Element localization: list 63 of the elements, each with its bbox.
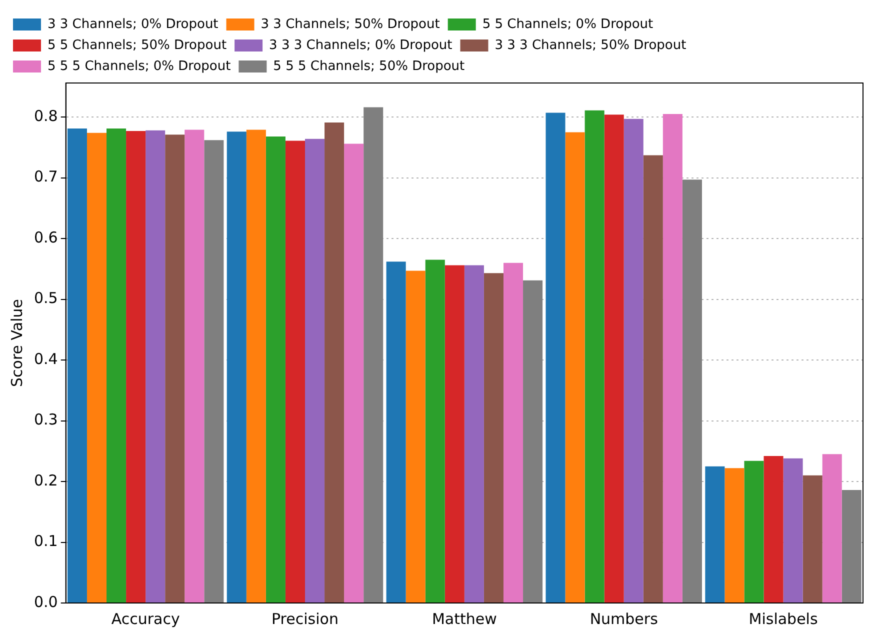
bar [266, 136, 286, 602]
bar [146, 130, 166, 602]
bar [724, 468, 744, 602]
bar [86, 132, 107, 602]
bar [184, 130, 204, 602]
bar [503, 262, 524, 602]
x-tick-label: Precision [272, 610, 338, 628]
y-tick-label: 0.7 [34, 168, 58, 186]
y-tick-label: 0.3 [34, 410, 58, 429]
bar [523, 280, 543, 602]
bar [285, 140, 305, 602]
bar [744, 460, 764, 602]
bar [643, 155, 663, 602]
bar [682, 180, 702, 602]
bar [204, 140, 224, 602]
bar [126, 130, 146, 602]
bar [584, 110, 604, 602]
legend-label: 5 5 Channels; 50% Dropout [48, 38, 227, 53]
bar [705, 466, 725, 602]
x-tick-label: Accuracy [111, 610, 180, 628]
bar [764, 456, 784, 602]
legend-label: 3 3 3 Channels; 0% Dropout [269, 38, 452, 53]
legend-label: 3 3 Channels; 0% Dropout [48, 16, 218, 32]
bar [783, 458, 803, 602]
legend-label: 5 5 5 Channels; 50% Dropout [273, 58, 465, 74]
bar [67, 128, 87, 602]
bar [604, 114, 624, 602]
y-tick-label: 0.0 [34, 592, 58, 611]
bar [464, 265, 484, 602]
y-tick-label: 0.4 [34, 350, 58, 368]
bar [165, 134, 185, 602]
bar [246, 130, 266, 602]
bar [106, 128, 126, 602]
y-tick-label: 0.8 [34, 106, 58, 125]
bar [842, 490, 862, 602]
bar [386, 262, 406, 602]
y-axis-title: Score Value [8, 299, 26, 387]
bar [662, 114, 682, 602]
bar [546, 112, 566, 602]
x-tick-label: Mislabels [748, 610, 818, 628]
bar [406, 270, 426, 602]
bar [305, 138, 325, 602]
bar [565, 132, 585, 602]
bar [324, 122, 344, 602]
bar [624, 118, 644, 602]
legend-label: 3 3 Channels; 50% Dropout [260, 16, 440, 32]
bar [802, 475, 822, 602]
legend-label: 3 3 3 Channels; 50% Dropout [494, 38, 686, 53]
x-tick-label: Matthew [432, 610, 497, 628]
y-tick-label: 0.2 [34, 471, 58, 490]
bar [822, 454, 842, 602]
bar [484, 273, 504, 602]
bar [425, 260, 445, 602]
x-tick-label: Numbers [590, 610, 658, 628]
y-tick-label: 0.6 [34, 228, 58, 246]
legend-label: 5 5 Channels; 0% Dropout [482, 16, 654, 32]
bar [444, 265, 464, 602]
bar [344, 144, 364, 602]
y-tick-label: 0.1 [34, 532, 58, 550]
legend-label: 5 5 5 Channels; 0% Dropout [48, 58, 231, 74]
y-tick-label: 0.5 [34, 289, 58, 308]
bar [364, 107, 384, 602]
bar [226, 132, 246, 602]
